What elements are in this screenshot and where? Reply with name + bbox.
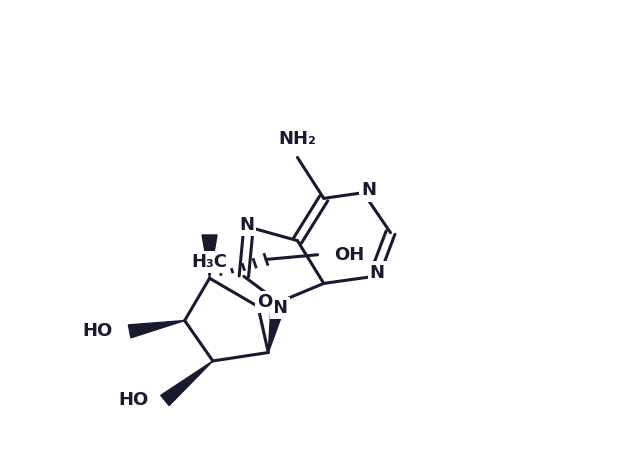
Polygon shape [202,235,217,278]
Text: O: O [257,293,273,311]
Text: OH: OH [334,246,364,264]
Text: HO: HO [82,322,112,340]
Text: HO: HO [118,392,148,409]
Polygon shape [129,321,185,338]
Text: H₃C: H₃C [191,253,228,271]
Text: N: N [239,216,254,234]
Text: NH₂: NH₂ [278,130,316,148]
Text: N: N [273,299,287,317]
Polygon shape [268,301,286,352]
Text: N: N [362,181,376,199]
Polygon shape [161,361,213,406]
Text: N: N [370,264,385,282]
